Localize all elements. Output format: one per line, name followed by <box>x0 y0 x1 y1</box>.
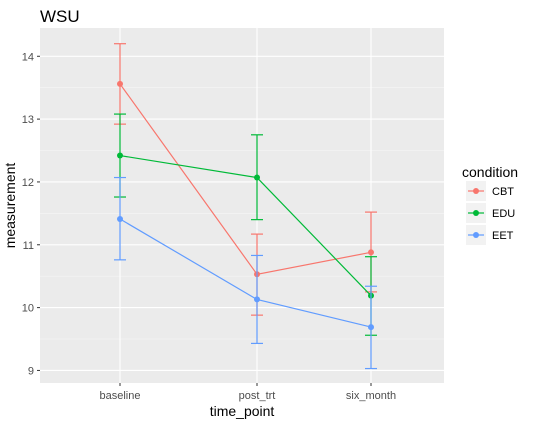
series-edu <box>114 113 377 336</box>
data-point-eet <box>254 296 260 303</box>
x-tick-label: baseline <box>100 390 141 402</box>
y-tick-label: 14 <box>22 51 34 63</box>
y-tick-label: 11 <box>23 240 34 252</box>
x-tick-label: post_trt <box>239 390 276 402</box>
y-tick-label: 13 <box>22 114 34 126</box>
legend-label-cbt: CBT <box>492 186 514 198</box>
legend-point-edu <box>473 210 479 216</box>
legend-title: condition <box>462 164 518 180</box>
y-axis: 9 10 11 12 13 14 <box>22 51 40 377</box>
legend-label-eet: EET <box>492 230 514 242</box>
plot-panel <box>40 28 444 383</box>
legend-point-eet <box>473 232 479 238</box>
legend-label-edu: EDU <box>492 208 515 220</box>
legend: CBT EDU EET <box>466 181 515 245</box>
legend-point-cbt <box>473 188 479 194</box>
y-tick-label: 9 <box>28 365 34 377</box>
data-point-cbt <box>368 249 374 256</box>
series-eet <box>114 176 377 370</box>
data-point-edu <box>117 152 123 159</box>
data-point-edu <box>254 174 260 181</box>
chart-title: WSU <box>40 7 80 26</box>
y-tick-label: 10 <box>22 303 34 315</box>
data-point-eet <box>117 216 123 223</box>
y-tick-label: 12 <box>22 177 34 189</box>
data-point-cbt <box>117 80 123 87</box>
x-axis-label: time_point <box>210 403 275 419</box>
x-axis: baseline post_trt six_month <box>100 383 396 402</box>
series-layer <box>114 43 377 370</box>
data-point-eet <box>368 324 374 331</box>
x-tick-label: six_month <box>346 390 396 402</box>
y-axis-label: measurement <box>2 163 18 249</box>
